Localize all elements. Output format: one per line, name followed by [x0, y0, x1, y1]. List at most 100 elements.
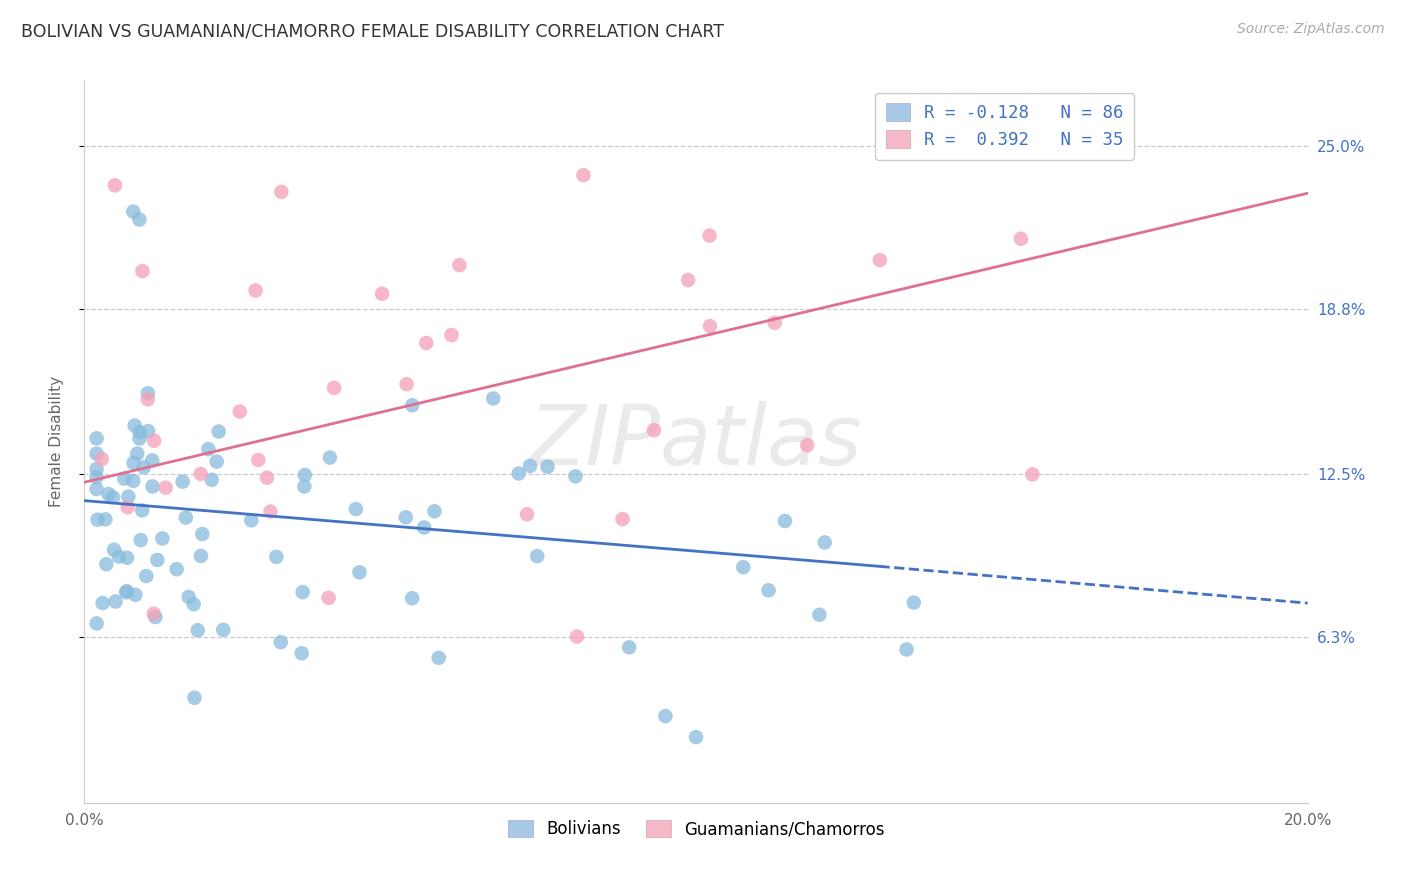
- Point: [103, 542, 125, 557]
- Point: [190, 467, 212, 481]
- Point: [291, 585, 314, 599]
- Point: [482, 392, 505, 406]
- Point: [177, 590, 200, 604]
- Point: [136, 392, 159, 407]
- Point: [291, 646, 314, 660]
- Point: [131, 503, 153, 517]
- Point: [143, 610, 166, 624]
- Point: [136, 424, 159, 438]
- Point: [449, 258, 471, 272]
- Point: [814, 535, 837, 549]
- Point: [127, 447, 149, 461]
- Point: [141, 453, 163, 467]
- Point: [155, 481, 177, 495]
- Point: [132, 460, 155, 475]
- Point: [440, 328, 463, 343]
- Point: [763, 316, 786, 330]
- Point: [86, 470, 108, 484]
- Point: [773, 514, 796, 528]
- Point: [141, 479, 163, 493]
- Point: [117, 490, 139, 504]
- Point: [201, 473, 224, 487]
- Point: [1010, 232, 1032, 246]
- Point: [612, 512, 634, 526]
- Point: [245, 284, 267, 298]
- Point: [427, 650, 450, 665]
- Point: [128, 212, 150, 227]
- Point: [183, 690, 205, 705]
- Point: [104, 594, 127, 608]
- Point: [371, 286, 394, 301]
- Point: [115, 584, 138, 599]
- Point: [415, 336, 437, 351]
- Point: [256, 471, 278, 485]
- Point: [1021, 467, 1043, 482]
- Point: [526, 549, 548, 563]
- Point: [266, 549, 288, 564]
- Point: [183, 597, 205, 611]
- Point: [124, 418, 146, 433]
- Point: [229, 404, 252, 418]
- Point: [319, 450, 342, 465]
- Point: [259, 504, 281, 518]
- Point: [150, 532, 173, 546]
- Point: [401, 591, 423, 606]
- Point: [413, 520, 436, 534]
- Text: BOLIVIAN VS GUAMANIAN/CHAMORRO FEMALE DISABILITY CORRELATION CHART: BOLIVIAN VS GUAMANIAN/CHAMORRO FEMALE DI…: [21, 22, 724, 40]
- Point: [516, 508, 538, 522]
- Point: [536, 459, 558, 474]
- Point: [190, 549, 212, 563]
- Point: [104, 178, 127, 193]
- Point: [699, 228, 721, 243]
- Point: [124, 588, 146, 602]
- Point: [733, 560, 755, 574]
- Point: [292, 479, 315, 493]
- Point: [117, 500, 139, 515]
- Point: [136, 386, 159, 401]
- Point: [323, 381, 346, 395]
- Point: [91, 596, 114, 610]
- Point: [205, 455, 228, 469]
- Point: [808, 607, 831, 622]
- Point: [508, 467, 530, 481]
- Point: [101, 490, 124, 504]
- Point: [685, 730, 707, 744]
- Point: [166, 562, 188, 576]
- Point: [208, 425, 231, 439]
- Point: [318, 591, 340, 605]
- Point: [796, 438, 818, 452]
- Point: [270, 635, 292, 649]
- Point: [564, 469, 586, 483]
- Point: [395, 377, 418, 392]
- Point: [96, 558, 118, 572]
- Point: [122, 474, 145, 488]
- Point: [115, 585, 138, 599]
- Point: [423, 504, 446, 518]
- Legend: Bolivians, Guamanians/Chamorros: Bolivians, Guamanians/Chamorros: [501, 814, 891, 845]
- Point: [86, 482, 108, 496]
- Point: [699, 319, 721, 334]
- Point: [395, 510, 418, 524]
- Point: [131, 264, 153, 278]
- Point: [344, 502, 367, 516]
- Point: [143, 434, 166, 448]
- Point: [129, 533, 152, 548]
- Point: [197, 442, 219, 456]
- Point: [191, 527, 214, 541]
- Point: [122, 456, 145, 470]
- Text: ZIPatlas: ZIPatlas: [529, 401, 863, 482]
- Point: [86, 616, 108, 631]
- Point: [643, 423, 665, 437]
- Point: [519, 458, 541, 473]
- Point: [270, 185, 292, 199]
- Point: [94, 512, 117, 526]
- Point: [86, 431, 108, 445]
- Y-axis label: Female Disability: Female Disability: [49, 376, 63, 508]
- Point: [108, 549, 131, 564]
- Point: [112, 472, 135, 486]
- Point: [122, 204, 145, 219]
- Point: [174, 510, 197, 524]
- Point: [654, 709, 676, 723]
- Point: [86, 462, 108, 476]
- Point: [240, 513, 263, 527]
